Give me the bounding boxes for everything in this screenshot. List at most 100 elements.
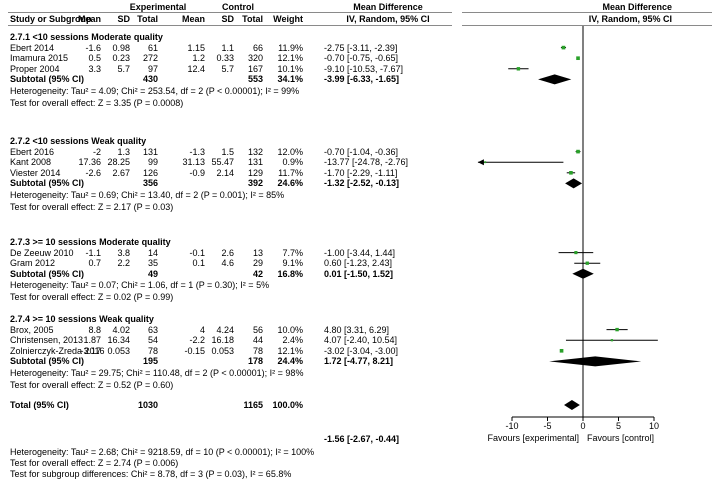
subgroup-title: 2.7.2 <10 sessions Weak quality bbox=[10, 136, 147, 146]
subgroup-title: 2.7.1 <10 sessions Moderate quality bbox=[10, 32, 163, 42]
study-point bbox=[484, 161, 487, 164]
cell-sd-experimental: 2.67 bbox=[112, 167, 130, 178]
cell-total-control: 29 bbox=[252, 258, 263, 269]
header-method-left: IV, Random, 95% CI bbox=[346, 14, 430, 24]
cell-sd-control: 4.6 bbox=[221, 258, 234, 269]
total-diamond bbox=[564, 400, 580, 410]
cell-mean-difference: 0.60 [-1.23, 2.43] bbox=[324, 258, 393, 269]
heterogeneity-text: Heterogeneity: Tau² = 29.75; Chi² = 110.… bbox=[10, 368, 304, 378]
subtotal-diamond bbox=[538, 74, 572, 85]
cell-weight: 12.1% bbox=[277, 345, 303, 356]
cell-mean-experimental: -1.6 bbox=[85, 42, 101, 53]
cell-sd-experimental: 0.23 bbox=[112, 53, 130, 64]
cell-mean-control: -0.15 bbox=[184, 345, 205, 356]
total-label: Total (95% CI) bbox=[10, 400, 69, 410]
study-name: Kant 2008 bbox=[10, 157, 52, 168]
cell-mean-experimental: 3.3 bbox=[88, 63, 101, 74]
cell-sd-experimental: 16.34 bbox=[107, 335, 130, 346]
cell-mean-experimental: 8.8 bbox=[88, 324, 101, 335]
subtotal-total-experimental: 49 bbox=[147, 268, 158, 279]
subtotal-mean-difference: 0.01 [-1.50, 1.52] bbox=[324, 268, 394, 279]
header-method-right: IV, Random, 95% CI bbox=[588, 14, 672, 24]
subtotal-label: Subtotal (95% CI) bbox=[10, 178, 85, 189]
total-total-experimental: 1030 bbox=[137, 400, 158, 410]
subtotal-diamond bbox=[549, 356, 642, 367]
cell-total-experimental: 99 bbox=[147, 157, 158, 168]
study-point bbox=[576, 149, 580, 154]
cell-mean-difference: -9.10 [-10.53, -7.67] bbox=[324, 63, 404, 74]
study-point bbox=[559, 348, 564, 353]
subtotal-label: Subtotal (95% CI) bbox=[10, 74, 85, 85]
cell-total-experimental: 126 bbox=[142, 167, 158, 178]
subgroup-title: 2.7.4 >= 10 sessions Weak quality bbox=[10, 314, 154, 324]
study-name: Ebert 2014 bbox=[10, 42, 55, 53]
cell-sd-control: 16.18 bbox=[211, 335, 234, 346]
cell-weight: 9.1% bbox=[282, 258, 303, 269]
cell-sd-experimental: 28.25 bbox=[107, 157, 130, 168]
cell-sd-control: 5.7 bbox=[221, 63, 234, 74]
cell-mean-control: -2.2 bbox=[189, 335, 205, 346]
total-heterogeneity-text: Heterogeneity: Tau² = 2.68; Chi² = 9218.… bbox=[10, 447, 315, 457]
cell-mean-experimental: -3.17 bbox=[80, 345, 101, 356]
header-total-experimental: Total bbox=[137, 14, 158, 24]
header-sd-control: SD bbox=[221, 14, 234, 24]
cell-weight: 2.4% bbox=[282, 335, 303, 346]
header-weight: Weight bbox=[273, 14, 303, 24]
subtotal-mean-difference: 1.72 [-4.77, 8.21] bbox=[324, 356, 394, 367]
total-overall-effect-text: Test for overall effect: Z = 2.74 (P = 0… bbox=[10, 458, 179, 468]
cell-total-control: 131 bbox=[247, 157, 263, 168]
cell-total-control: 132 bbox=[247, 146, 263, 157]
study-name: Imamura 2015 bbox=[10, 53, 69, 64]
cell-total-control: 13 bbox=[252, 247, 263, 258]
overall-effect-text: Test for overall effect: Z = 0.02 (P = 0… bbox=[10, 292, 174, 302]
x-axis-tick-label: -10 bbox=[505, 421, 519, 431]
subtotal-label: Subtotal (95% CI) bbox=[10, 268, 85, 279]
study-name: Zolnierczyk-Zreda 2016 bbox=[10, 345, 105, 356]
cell-total-control: 320 bbox=[247, 53, 263, 64]
study-point bbox=[610, 339, 614, 342]
subtotal-total-control: 392 bbox=[247, 178, 263, 189]
cell-mean-control: -0.9 bbox=[189, 167, 205, 178]
cell-sd-experimental: 0.98 bbox=[112, 42, 130, 53]
cell-weight: 12.1% bbox=[277, 53, 303, 64]
x-axis-tick-label: 5 bbox=[615, 421, 621, 431]
cell-mean-control: 12.4 bbox=[187, 63, 205, 74]
study-name: Ebert 2016 bbox=[10, 146, 55, 157]
cell-mean-difference: -2.75 [-3.11, -2.39] bbox=[324, 42, 398, 53]
cell-mean-experimental: 0.7 bbox=[88, 258, 101, 269]
x-axis-tick-label: -5 bbox=[543, 421, 552, 431]
subtotal-weight: 24.6% bbox=[277, 178, 303, 189]
cell-sd-control: 1.5 bbox=[221, 146, 234, 157]
x-axis-tick-label: 10 bbox=[648, 421, 659, 431]
study-point bbox=[516, 67, 521, 71]
overall-effect-text: Test for overall effect: Z = 2.17 (P = 0… bbox=[10, 201, 174, 212]
subtotal-label: Subtotal (95% CI) bbox=[10, 356, 85, 367]
cell-total-experimental: 63 bbox=[147, 324, 158, 335]
header-mean-experimental: Mean bbox=[77, 14, 101, 24]
cell-sd-experimental: 2.2 bbox=[117, 258, 130, 269]
cell-mean-control: 1.2 bbox=[192, 53, 205, 64]
study-point bbox=[615, 327, 619, 332]
cell-sd-control: 55.47 bbox=[211, 157, 234, 168]
favours-control-label: Favours [control] bbox=[587, 433, 655, 443]
cell-mean-control: 1.15 bbox=[187, 42, 205, 53]
cell-mean-difference: 4.80 [3.31, 6.29] bbox=[324, 324, 390, 335]
subtotal-total-control: 553 bbox=[247, 74, 263, 85]
subtotal-total-control: 178 bbox=[247, 356, 263, 367]
cell-weight: 11.9% bbox=[278, 42, 303, 53]
cell-total-experimental: 272 bbox=[142, 53, 158, 64]
subtotal-weight: 24.4% bbox=[277, 356, 303, 367]
cell-weight: 10.0% bbox=[277, 324, 303, 335]
cell-total-control: 44 bbox=[252, 335, 263, 346]
cell-total-control: 66 bbox=[252, 42, 263, 53]
total-total-control: 1165 bbox=[243, 400, 263, 410]
cell-sd-control: 0.33 bbox=[216, 53, 234, 64]
cell-weight: 10.1% bbox=[277, 63, 303, 74]
cell-mean-control: -0.1 bbox=[189, 247, 205, 258]
header-total-control: Total bbox=[242, 14, 263, 24]
cell-mean-experimental: -2.6 bbox=[85, 167, 101, 178]
header-study: Study or Subgroup bbox=[10, 14, 92, 24]
cell-mean-control: 31.13 bbox=[182, 157, 205, 168]
cell-sd-experimental: 3.8 bbox=[117, 247, 130, 258]
